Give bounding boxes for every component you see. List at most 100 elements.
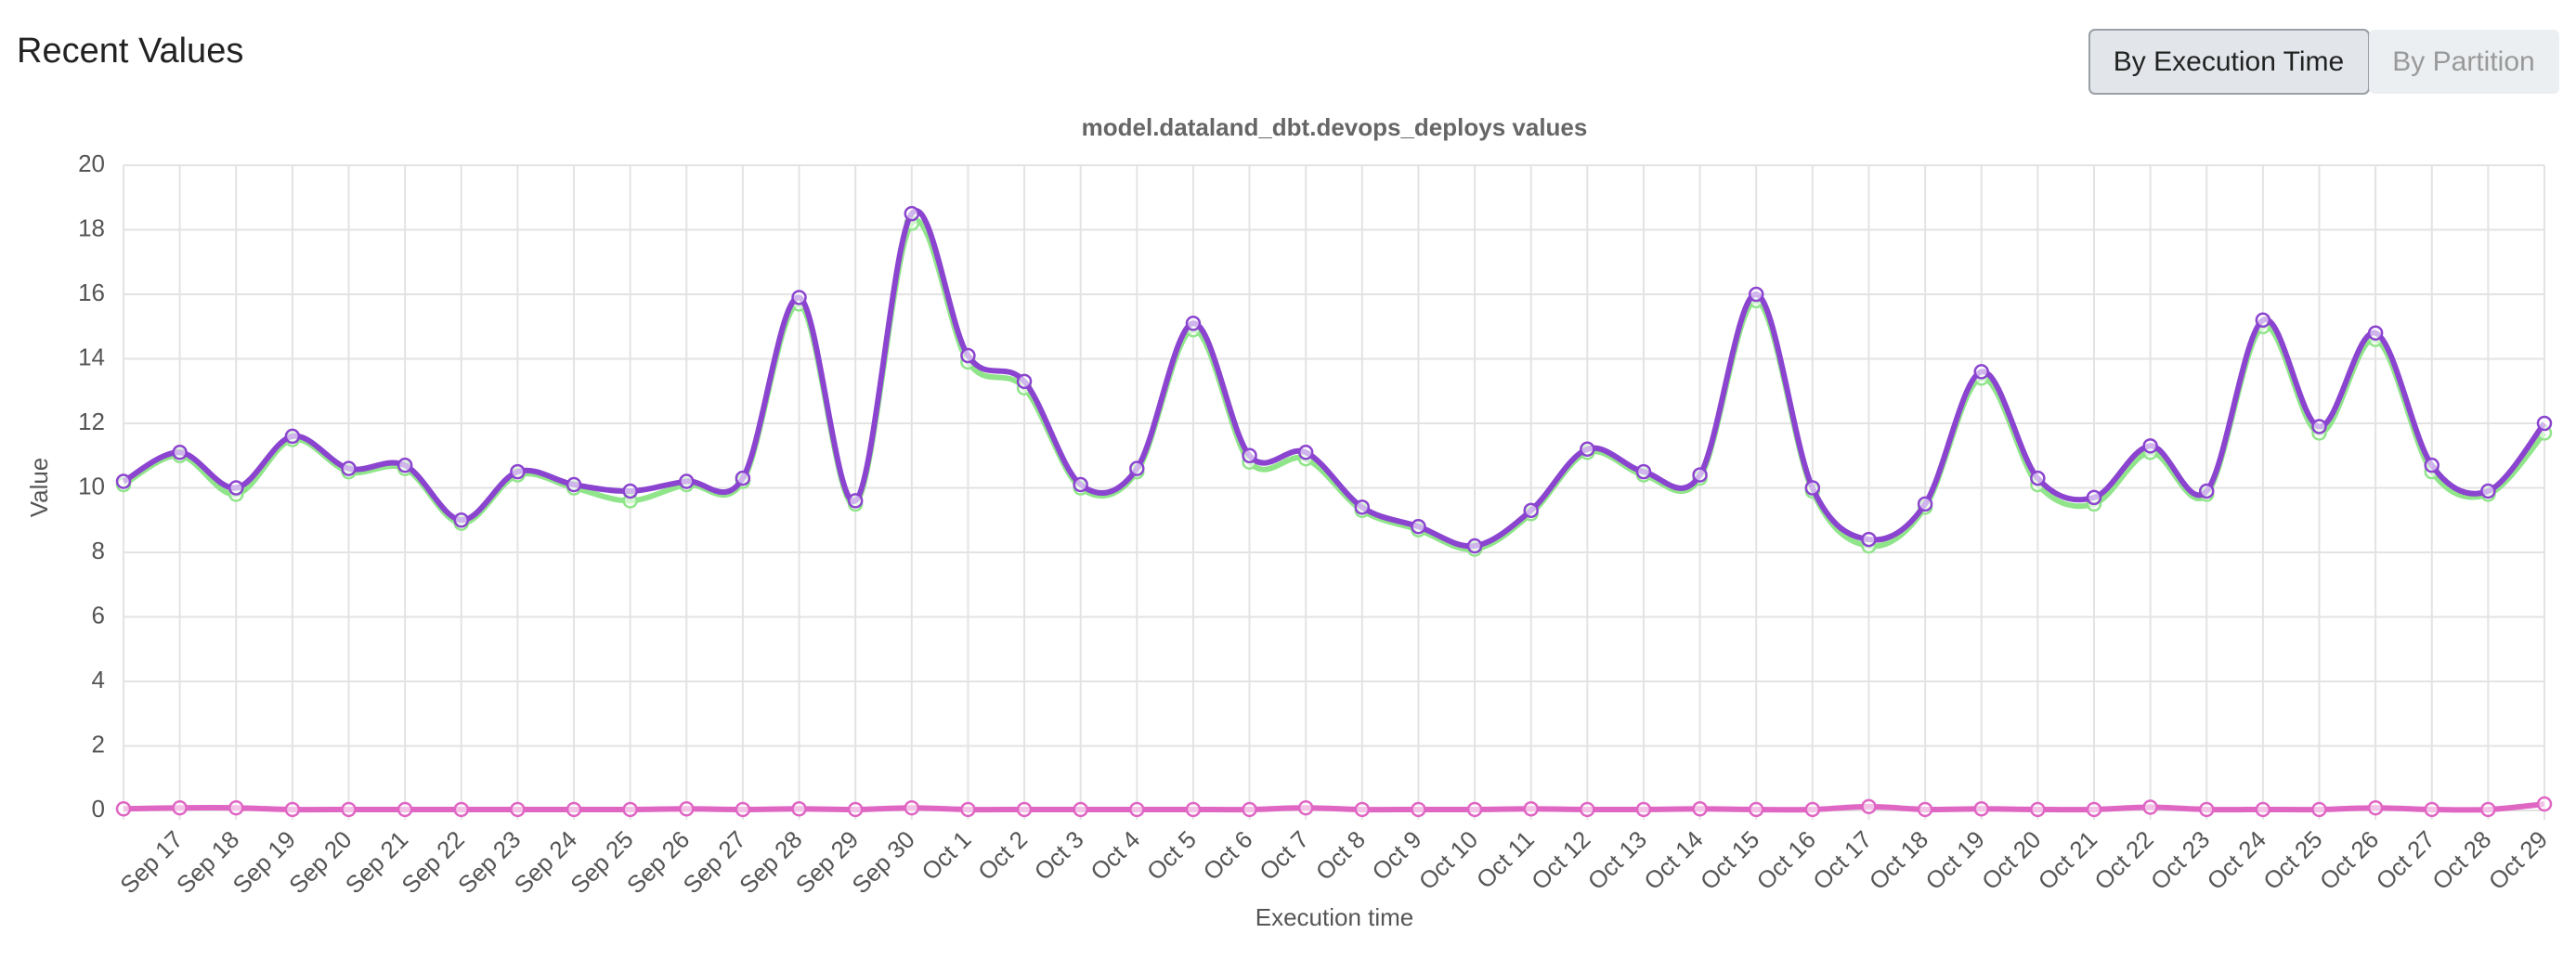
data-point — [2311, 419, 2327, 434]
data-point — [2480, 483, 2496, 499]
page-title: Recent Values — [17, 32, 243, 71]
y-tick-label: 0 — [92, 795, 105, 823]
data-point — [1861, 531, 1877, 548]
data-point — [679, 801, 695, 817]
x-tick-label: Sep 22 — [396, 825, 469, 899]
data-point — [2030, 470, 2046, 486]
data-point — [2198, 801, 2215, 818]
data-point — [341, 460, 357, 476]
x-tick-label: Oct 7 — [1254, 825, 1314, 886]
data-point — [228, 799, 244, 816]
x-tick-label: Oct 18 — [1864, 825, 1933, 895]
data-point — [397, 801, 413, 818]
data-point — [1804, 480, 1821, 496]
x-tick-label: Oct 10 — [1413, 825, 1483, 895]
x-tick-label: Oct 19 — [1919, 825, 1989, 895]
x-tick-label: Oct 14 — [1638, 825, 1708, 895]
button-partition[interactable] — [2369, 30, 2559, 94]
x-tick-label: Oct 2 — [972, 825, 1033, 886]
data-point — [2367, 325, 2384, 341]
data-point — [115, 801, 132, 817]
x-tick-label: Oct 21 — [2033, 825, 2102, 895]
y-tick-label: 2 — [92, 730, 105, 758]
series-line — [122, 208, 2547, 550]
data-point — [1242, 801, 1257, 818]
data-point — [735, 801, 751, 818]
x-tick-label: Oct 3 — [1029, 825, 1089, 886]
x-tick-label: Oct 12 — [1526, 825, 1595, 895]
data-point — [1748, 801, 1764, 818]
data-point — [2255, 312, 2271, 329]
data-point — [1692, 801, 1708, 817]
y-tick-label: 12 — [78, 408, 105, 435]
data-point — [1129, 801, 1145, 818]
data-point — [2142, 799, 2158, 815]
x-tick-label: Oct 24 — [2202, 825, 2271, 895]
data-point — [566, 476, 582, 493]
x-tick-label: Sep 24 — [509, 825, 582, 899]
x-tick-label: Oct 8 — [1310, 825, 1371, 886]
data-point — [1185, 316, 1202, 331]
data-point — [679, 473, 695, 489]
data-point — [1185, 801, 1202, 818]
data-point — [904, 205, 920, 222]
data-point — [510, 463, 526, 480]
data-point — [622, 483, 638, 499]
data-point — [1973, 364, 1989, 380]
x-tick-label: Oct 16 — [1751, 825, 1821, 895]
data-point — [1411, 801, 1426, 818]
data-point — [2142, 438, 2158, 454]
x-tick-label: Oct 28 — [2426, 825, 2496, 895]
y-tick-label: 10 — [78, 472, 105, 499]
data-point — [1635, 463, 1652, 480]
x-tick-label: Oct 5 — [1141, 825, 1202, 886]
x-tick-label: Sep 30 — [846, 825, 919, 899]
x-tick-label: Oct 11 — [1471, 825, 1540, 894]
data-point — [2424, 457, 2439, 473]
data-point — [172, 445, 188, 460]
y-tick-label: 18 — [78, 214, 105, 241]
x-tick-label: Oct 25 — [2257, 825, 2327, 895]
data-point — [791, 290, 807, 305]
y-tick-label: 16 — [78, 279, 105, 306]
data-point — [1804, 801, 1821, 818]
x-tick-label: Oct 26 — [2314, 825, 2384, 895]
data-point — [1635, 801, 1652, 818]
data-point — [1411, 518, 1426, 535]
data-point — [1242, 447, 1257, 463]
y-axis-label: Value — [25, 458, 53, 518]
data-point — [1973, 801, 1989, 817]
data-point — [960, 801, 976, 818]
x-tick-label: Sep 21 — [340, 825, 413, 899]
data-point — [284, 801, 301, 818]
data-point — [510, 801, 526, 818]
x-tick-label: Sep 26 — [621, 825, 695, 899]
data-point — [115, 473, 132, 489]
data-point — [2424, 801, 2439, 818]
data-point — [1354, 801, 1371, 818]
y-tick-label: 6 — [92, 601, 105, 629]
data-point — [2311, 801, 2327, 818]
data-point — [1073, 801, 1088, 818]
data-point — [1917, 801, 1933, 818]
x-tick-label: Sep 29 — [790, 825, 864, 899]
data-point — [1466, 538, 1483, 554]
y-tick-label: 4 — [92, 666, 105, 693]
x-tick-label: Sep 25 — [565, 825, 638, 899]
data-point — [1861, 798, 1877, 815]
data-point — [1354, 499, 1371, 515]
chart-title: model.dataland_dbt.devops_deploys values — [1082, 113, 1588, 141]
y-tick-label: 20 — [78, 149, 105, 177]
data-point — [341, 801, 357, 818]
data-point — [1580, 801, 1595, 818]
x-tick-label: Oct 15 — [1695, 825, 1764, 895]
x-tick-label: Oct 4 — [1085, 825, 1145, 886]
data-point — [2480, 801, 2496, 818]
data-point — [960, 347, 976, 364]
x-tick-label: Oct 20 — [1976, 825, 2046, 895]
data-point — [847, 801, 864, 818]
x-axis-label: Execution time — [1255, 903, 1414, 931]
data-point — [791, 801, 807, 817]
data-point — [2536, 415, 2553, 432]
data-point — [904, 799, 920, 816]
